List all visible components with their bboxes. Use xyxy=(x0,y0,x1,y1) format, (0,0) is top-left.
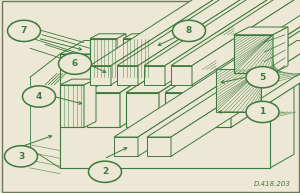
Polygon shape xyxy=(90,66,111,85)
Polygon shape xyxy=(192,0,300,85)
Polygon shape xyxy=(231,0,300,127)
Polygon shape xyxy=(117,0,300,66)
Polygon shape xyxy=(120,0,300,127)
Polygon shape xyxy=(273,27,288,73)
Circle shape xyxy=(8,20,41,41)
Polygon shape xyxy=(90,0,291,66)
Text: 5: 5 xyxy=(260,73,266,82)
Polygon shape xyxy=(171,66,192,85)
Text: D.418.203: D.418.203 xyxy=(254,181,291,187)
Polygon shape xyxy=(90,34,126,39)
Circle shape xyxy=(4,146,38,167)
Polygon shape xyxy=(198,0,300,127)
Text: 4: 4 xyxy=(36,92,42,101)
Polygon shape xyxy=(60,79,96,85)
Text: 3: 3 xyxy=(18,152,24,161)
Polygon shape xyxy=(87,93,120,127)
Polygon shape xyxy=(126,0,300,93)
Polygon shape xyxy=(117,34,126,77)
Text: 2: 2 xyxy=(102,167,108,176)
Polygon shape xyxy=(204,93,231,127)
Text: 6: 6 xyxy=(72,59,78,68)
Polygon shape xyxy=(171,0,300,66)
Polygon shape xyxy=(126,93,159,127)
Polygon shape xyxy=(270,41,294,168)
Polygon shape xyxy=(114,137,138,156)
Polygon shape xyxy=(216,69,261,112)
Polygon shape xyxy=(147,137,171,156)
Polygon shape xyxy=(204,0,300,93)
FancyBboxPatch shape xyxy=(2,1,298,192)
Polygon shape xyxy=(60,54,270,168)
Polygon shape xyxy=(114,41,288,137)
Text: 7: 7 xyxy=(21,26,27,35)
Polygon shape xyxy=(150,34,159,77)
Polygon shape xyxy=(123,39,150,77)
Circle shape xyxy=(58,53,92,74)
Polygon shape xyxy=(60,85,84,127)
Polygon shape xyxy=(165,0,300,93)
Polygon shape xyxy=(87,0,300,93)
Polygon shape xyxy=(147,41,300,137)
Circle shape xyxy=(246,67,279,88)
Polygon shape xyxy=(144,66,165,85)
Polygon shape xyxy=(234,27,288,35)
Circle shape xyxy=(246,101,279,123)
Polygon shape xyxy=(111,0,291,85)
Polygon shape xyxy=(90,39,117,77)
Circle shape xyxy=(172,20,206,41)
Polygon shape xyxy=(138,0,300,85)
Polygon shape xyxy=(84,79,96,127)
Polygon shape xyxy=(171,41,300,156)
Polygon shape xyxy=(60,41,294,54)
Circle shape xyxy=(88,161,122,182)
Polygon shape xyxy=(165,0,300,85)
Polygon shape xyxy=(117,66,138,85)
Text: 1: 1 xyxy=(260,108,266,116)
Text: 8: 8 xyxy=(186,26,192,35)
Polygon shape xyxy=(144,0,300,66)
Polygon shape xyxy=(165,93,198,127)
Polygon shape xyxy=(159,0,300,127)
Polygon shape xyxy=(138,41,288,156)
Polygon shape xyxy=(234,35,273,73)
Polygon shape xyxy=(123,34,159,39)
Circle shape xyxy=(22,86,56,107)
